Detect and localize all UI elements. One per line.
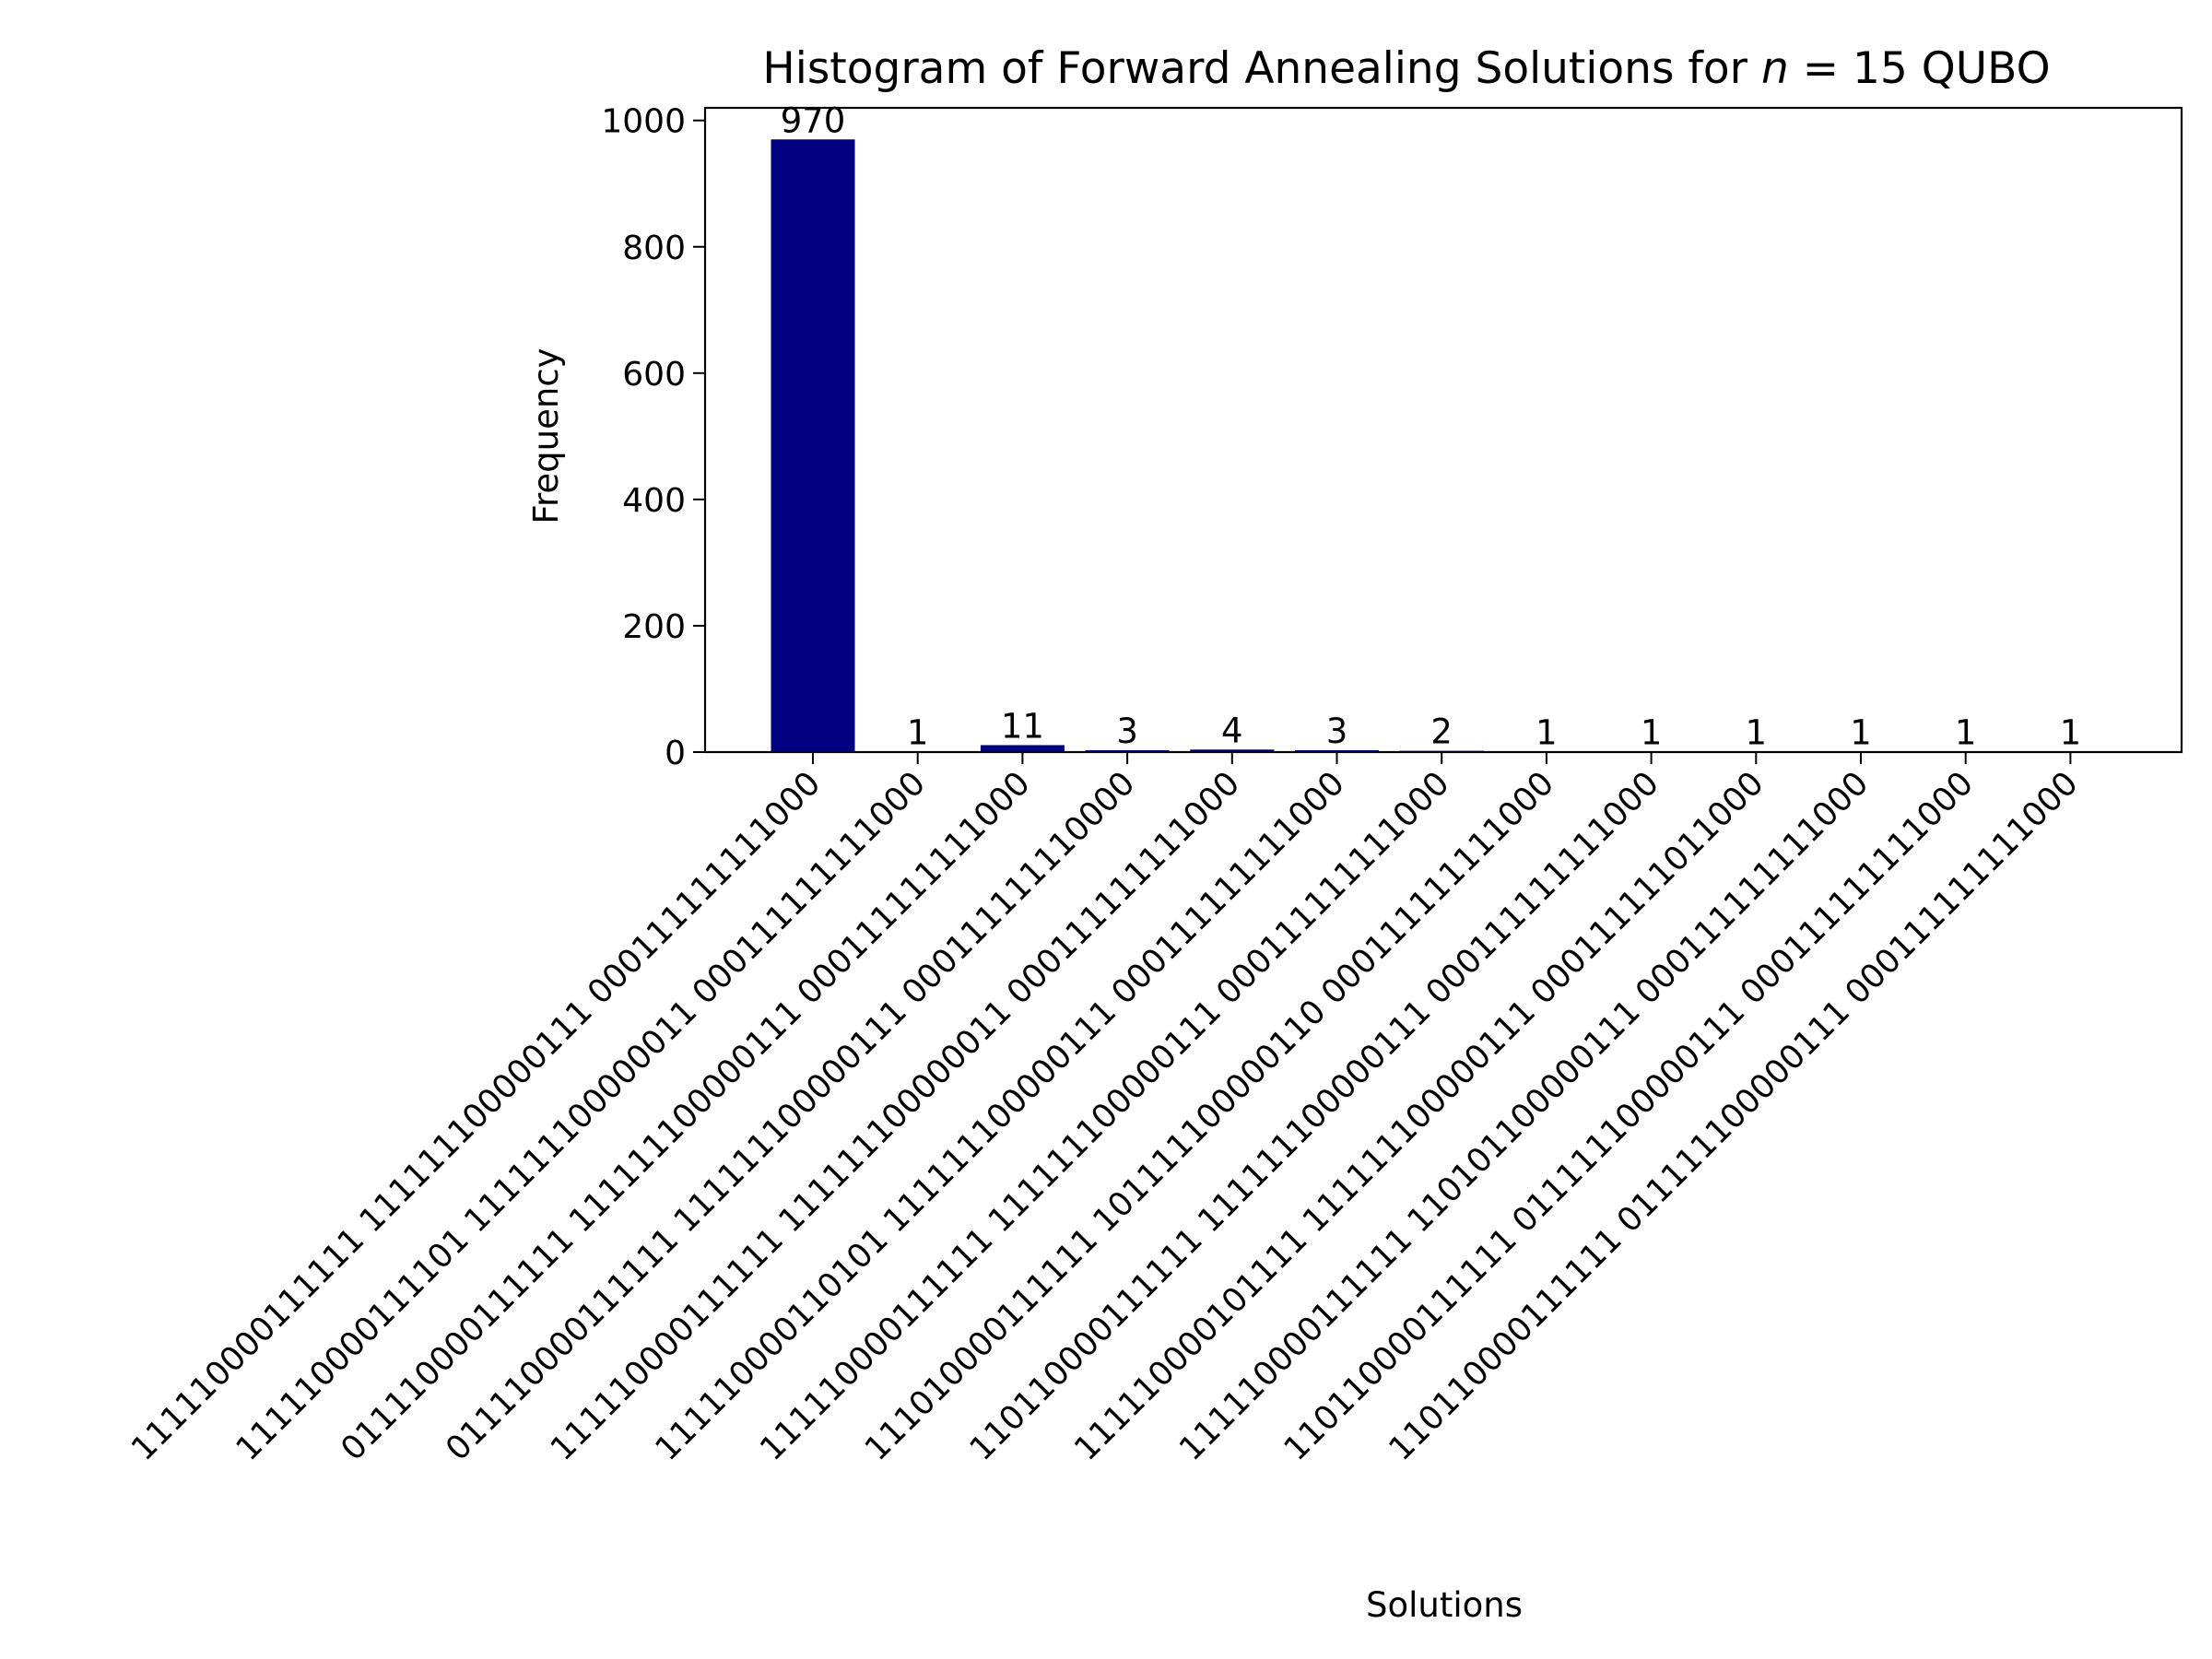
x-tick-label: 111110000111111 111111100000111 00011111…: [753, 764, 1457, 1468]
bar: [980, 745, 1065, 752]
bar-value-label: 1: [1850, 712, 1872, 752]
x-tick-label: 011110000111111 111111100000111 00011111…: [334, 764, 1038, 1468]
bar-value-label: 1: [1641, 712, 1663, 752]
x-tick-label: 111110000111111 111111100000011 00011111…: [544, 764, 1248, 1468]
bar-value-label: 1: [907, 712, 929, 752]
y-tick-label: 600: [622, 356, 686, 394]
bar-value-label: 3: [1326, 712, 1348, 751]
bar-value-label: 970: [781, 100, 846, 140]
y-tick-label: 1000: [601, 103, 686, 141]
x-tick-label: 111110000101111 111111100000111 00011111…: [1067, 764, 1771, 1468]
x-tick-label: 111010000111111 101111100000110 00011111…: [858, 764, 1562, 1468]
x-tick-label: 111110000111101 111111100000011 00011111…: [229, 764, 933, 1468]
plot-frame: [703, 106, 2183, 754]
y-tick-label: 0: [665, 735, 686, 772]
x-tick-label: 110110000111111 011111100000111 00011111…: [1277, 764, 1981, 1468]
y-axis-label: Frequency: [526, 347, 566, 524]
x-tick-label: 111110000111111 111111100000111 00011111…: [124, 764, 829, 1468]
bar-value-label: 1: [1746, 712, 1768, 752]
chart-title: Histogram of Forward Annealing Solutions…: [762, 43, 2050, 94]
y-tick-label: 400: [622, 482, 686, 520]
x-tick-label: 110110000111111 011111100000111 00011111…: [1382, 764, 2086, 1468]
bar: [771, 139, 855, 752]
bar-value-label: 1: [1955, 712, 1977, 752]
y-tick-label: 800: [622, 229, 686, 267]
x-tick-label: 011110000111111 111111100000111 00011111…: [439, 764, 1143, 1468]
bar-value-label: 2: [1430, 712, 1453, 752]
bar-value-label: 1: [1535, 712, 1558, 752]
x-axis-label: Solutions: [1366, 1585, 1523, 1625]
x-tick-label: 111110000111111 110101100000111 00011111…: [1172, 764, 1877, 1468]
bar-value-label: 1: [2060, 712, 2082, 752]
bar-value-label: 4: [1221, 711, 1243, 750]
y-tick-label: 200: [622, 608, 686, 646]
x-tick-label: 110110000111111 111111100000111 00011111…: [962, 764, 1666, 1468]
bar-value-label: 3: [1116, 712, 1138, 751]
bar-value-label: 11: [1001, 706, 1044, 746]
bar: [1190, 749, 1275, 752]
x-tick-label: 111110000110101 111111100000111 00011111…: [648, 764, 1352, 1468]
